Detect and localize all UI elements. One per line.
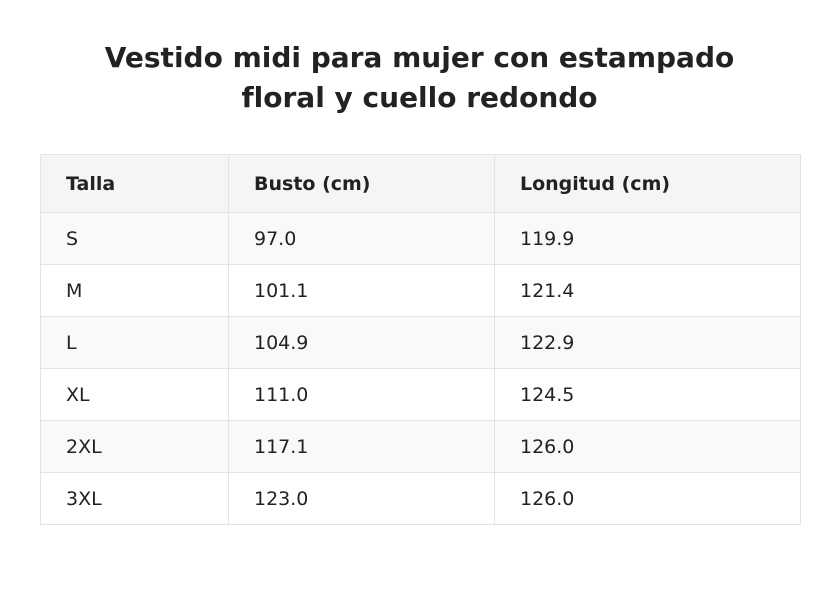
table-head: Talla Busto (cm) Longitud (cm) — [40, 154, 801, 213]
header-row: Talla Busto (cm) Longitud (cm) — [40, 154, 801, 213]
table-cell: 117.1 — [228, 420, 495, 473]
table-cell: 121.4 — [494, 264, 801, 317]
table-row: XL 111.0 124.5 — [40, 368, 801, 421]
table-cell: 101.1 — [228, 264, 495, 317]
table-cell: 3XL — [40, 472, 229, 525]
table-cell: M — [40, 264, 229, 317]
table-body: S 97.0 119.9 M 101.1 121.4 L 104.9 122.9 XL 111.0 1… — [40, 212, 801, 525]
table-cell: 97.0 — [228, 212, 495, 265]
table-row: 2XL 117.1 126.0 — [40, 420, 801, 473]
header-cell: Longitud (cm) — [494, 154, 801, 213]
table-cell: L — [40, 316, 229, 369]
table-row: S 97.0 119.9 — [40, 212, 801, 265]
table-cell: 119.9 — [494, 212, 801, 265]
table-cell: XL — [40, 368, 229, 421]
table-cell: 122.9 — [494, 316, 801, 369]
table-row: L 104.9 122.9 — [40, 316, 801, 369]
header-cell: Busto (cm) — [228, 154, 495, 213]
page-body: Vestido midi para mujer con estampado fl… — [0, 38, 839, 602]
table-row: 3XL 123.0 126.0 — [40, 472, 801, 525]
header-cell: Talla — [40, 154, 229, 213]
page-title: Vestido midi para mujer con estampado fl… — [104, 41, 735, 114]
table-cell: 126.0 — [494, 420, 801, 473]
table-cell: 123.0 — [228, 472, 495, 525]
table-cell: 104.9 — [228, 316, 495, 369]
table-cell: 126.0 — [494, 472, 801, 525]
table-cell: 2XL — [40, 420, 229, 473]
table-cell: 111.0 — [228, 368, 495, 421]
table-row: M 101.1 121.4 — [40, 264, 801, 317]
size-table: Talla Busto (cm) Longitud (cm) S 97.0 119.9 M… — [40, 154, 801, 525]
table-cell: 124.5 — [494, 368, 801, 421]
table-cell: S — [40, 212, 229, 265]
